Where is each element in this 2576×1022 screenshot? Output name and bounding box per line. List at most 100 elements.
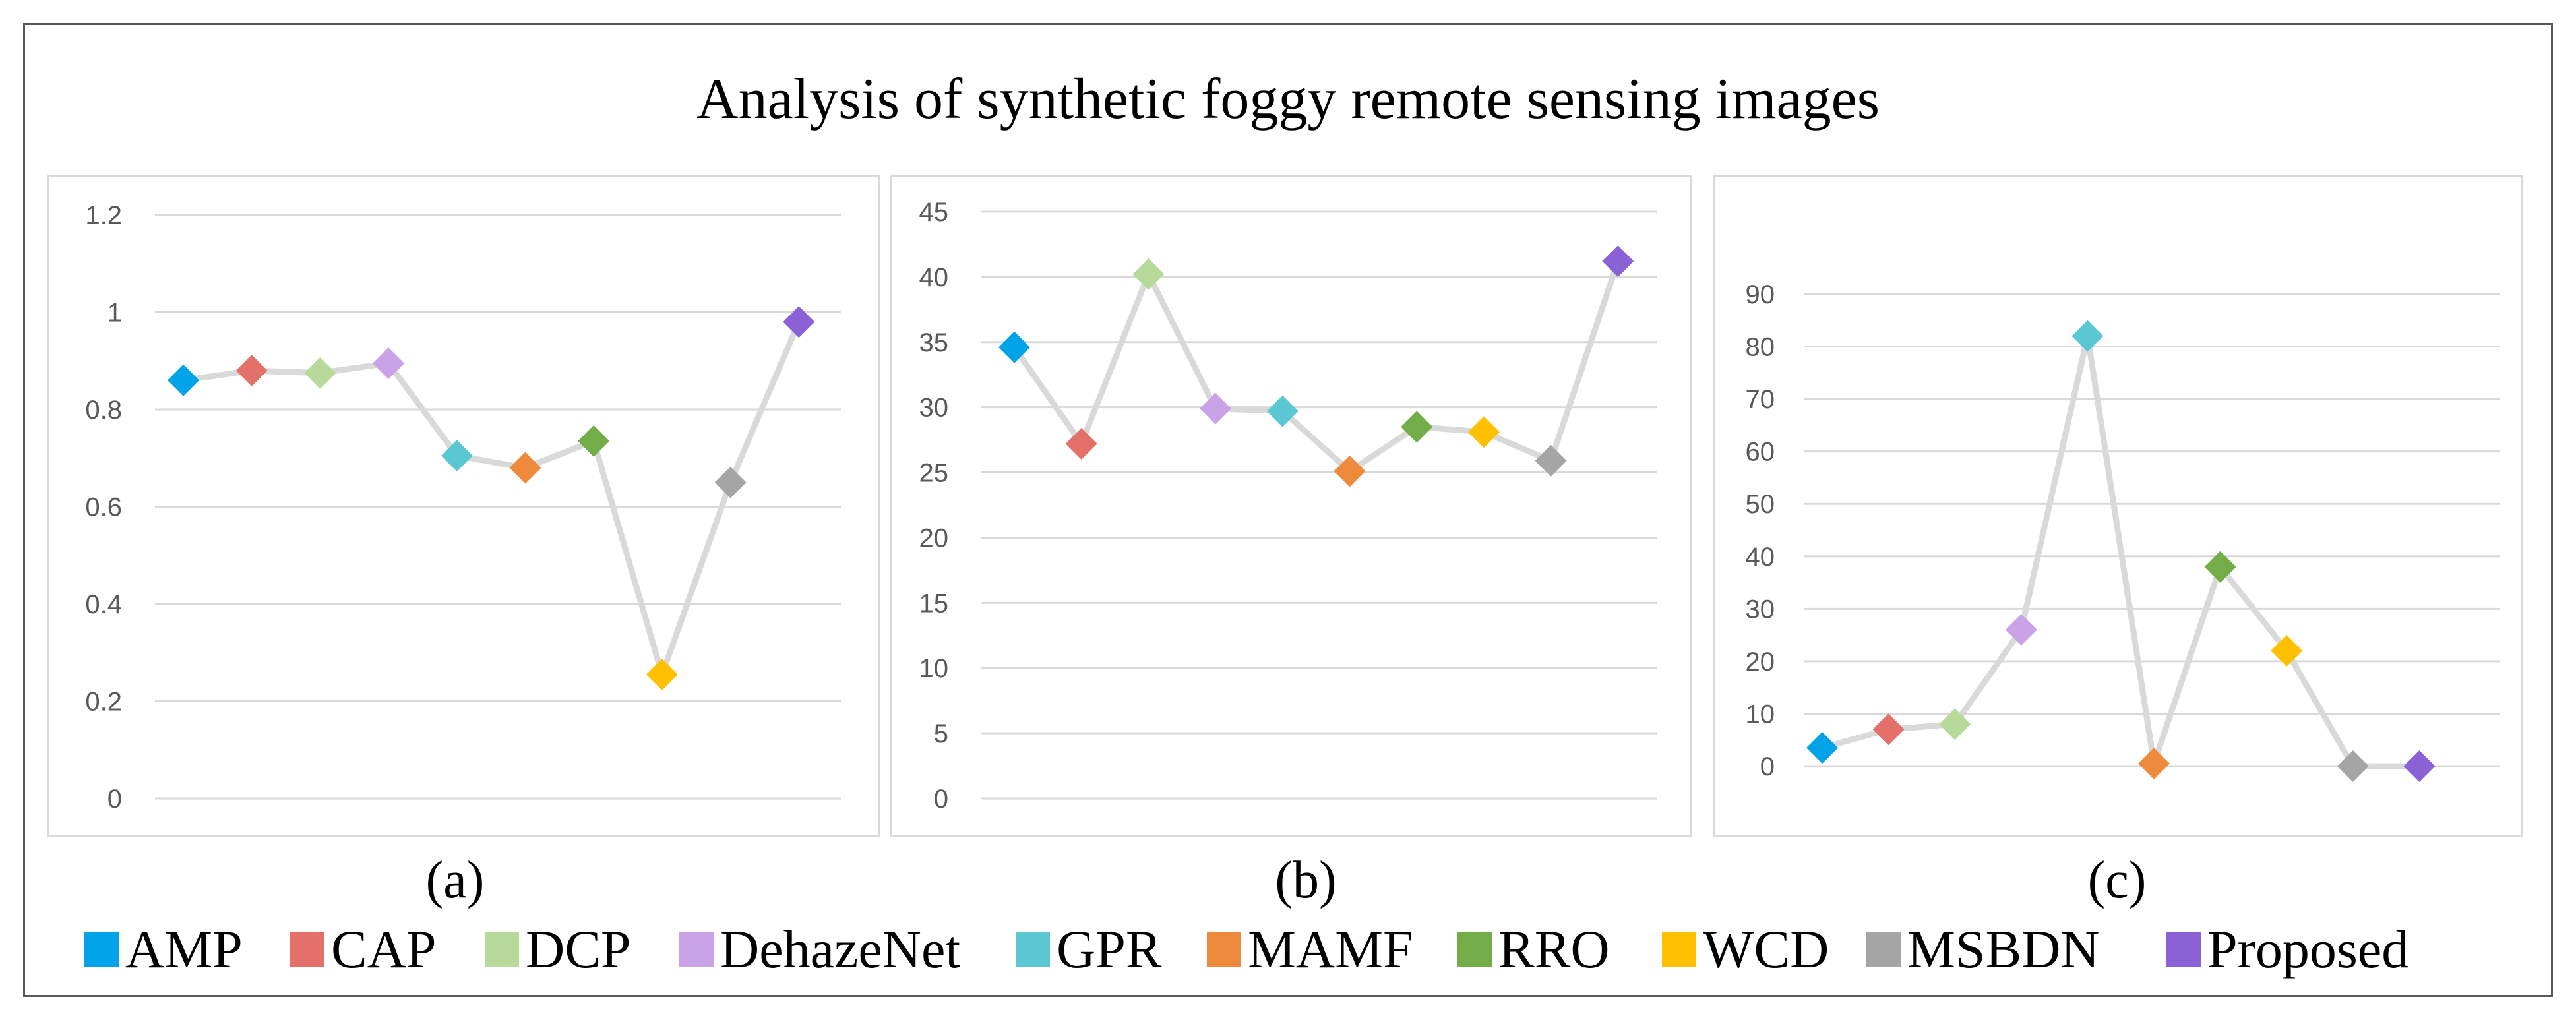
y-tick-label: 1.2 [85,201,122,230]
panel-b: 0 5 10 15 20 25 30 35 40 45 [890,175,1692,837]
legend-swatch-mamf [1207,932,1241,967]
y-tick-label: 50 [1746,490,1775,519]
point-gpr [1266,395,1299,427]
point-dcp [304,357,336,389]
legend-item-gpr: GPR [1016,913,1162,986]
y-tick-label: 10 [1746,700,1775,729]
legend-label-rro: RRO [1498,919,1610,979]
legend-item-proposed: Proposed [2166,913,2408,986]
point-dehazenet [373,347,405,379]
chart-a: 0 0.2 0.4 0.6 0.8 1 1.2 [85,201,841,814]
sublabel-a: (a) [425,851,485,909]
legend-swatch-dcp [485,932,519,967]
point-proposed [783,306,815,338]
gridlines [155,214,841,800]
legend-item-cap: CAP [290,913,437,986]
series-line [1012,260,1621,475]
point-dcp [1132,258,1165,290]
legend-swatch-amp [84,932,119,967]
point-wcd [2271,634,2303,667]
point-wcd [646,658,678,690]
point-amp [1806,732,1838,764]
point-proposed [1602,245,1634,278]
y-tick-label: 90 [1746,280,1775,309]
legend-item-amp: AMP [84,913,243,986]
sublabel-c: (c) [2087,851,2147,909]
y-tick-label: 40 [919,263,949,292]
legend-swatch-proposed [2166,932,2201,967]
legend-item-mamf: MAMF [1207,913,1413,986]
point-mamf [2138,748,2170,780]
legend-swatch-cap [290,932,324,967]
point-cap [1065,428,1097,460]
series-line [183,320,802,678]
gridlines [1804,293,2500,767]
point-cap [235,355,268,386]
y-tick-label: 25 [919,459,949,488]
legend-label-cap: CAP [331,919,437,979]
legend-item-rro: RRO [1457,913,1610,986]
sublabel-b: (b) [1275,851,1337,909]
y-tick-label: 0 [1760,752,1775,781]
y-tick-label: 0 [107,785,122,814]
point-proposed [2403,750,2436,782]
y-tick-label: 60 [1746,438,1775,467]
point-gpr [441,440,473,472]
y-tick-label: 20 [1746,647,1775,676]
legend-label-dcp: DCP [526,919,631,979]
legend-swatch-gpr [1016,932,1050,967]
y-tick-label: 0.2 [85,688,122,717]
legend-label-amp: AMP [125,919,243,979]
point-dehazenet [2005,614,2037,646]
y-tick-label: 30 [1746,595,1775,624]
point-rro [1401,411,1433,443]
panel-c: 0 10 20 30 40 50 60 70 80 90 [1713,175,2523,837]
y-tick-label: 80 [1746,333,1775,362]
point-mamf [509,452,541,484]
point-cap [1872,713,1905,746]
point-msbdn [714,466,747,498]
legend-swatch-dehazenet [679,932,714,967]
legend-item-msbdn: MSBDN [1866,913,2100,986]
point-amp [168,364,199,396]
legend-label-gpr: GPR [1057,919,1162,979]
point-gpr [2071,320,2104,352]
chart-b: 0 5 10 15 20 25 30 35 40 45 [919,198,1657,814]
y-tick-label: 35 [919,328,949,357]
point-dcp [1939,708,1971,740]
y-tick-label: 0 [934,785,948,814]
legend: AMP CAP DCP DehazeNet GPR MAMF RRO WCD [0,913,2576,986]
legend-item-wcd: WCD [1662,913,1829,986]
y-tick-label: 45 [919,198,949,227]
panel-a: 0 0.2 0.4 0.6 0.8 1 1.2 [47,175,880,837]
y-tick-label: 20 [919,524,949,553]
chart-title: Analysis of synthetic foggy remote sensi… [696,67,1880,131]
point-rro [2204,551,2236,583]
legend-label-mamf: MAMF [1248,919,1413,979]
y-tick-label: 1 [107,299,122,328]
point-msbdn [2337,750,2369,782]
point-msbdn [1535,444,1567,477]
point-mamf [1334,455,1366,487]
legend-label-dehazenet: DehazeNet [720,919,961,979]
legend-item-dcp: DCP [485,913,631,986]
point-dehazenet [1200,392,1232,425]
legend-swatch-msbdn [1866,932,1901,967]
legend-swatch-wcd [1662,932,1696,967]
y-tick-label: 0.6 [85,493,122,522]
y-tick-label: 0.4 [85,590,122,619]
y-tick-label: 10 [919,654,949,683]
legend-item-dehazenet: DehazeNet [679,913,960,986]
y-tick-label: 5 [934,719,948,748]
y-tick-label: 30 [919,394,949,423]
gridlines [981,210,1657,800]
y-tick-label: 40 [1746,543,1775,572]
point-wcd [1467,416,1500,448]
point-amp [998,331,1030,363]
legend-label-msbdn: MSBDN [1907,919,2100,979]
y-tick-label: 70 [1746,385,1775,414]
legend-swatch-rro [1457,932,1492,967]
point-rro [578,425,610,457]
legend-label-proposed: Proposed [2207,919,2409,979]
